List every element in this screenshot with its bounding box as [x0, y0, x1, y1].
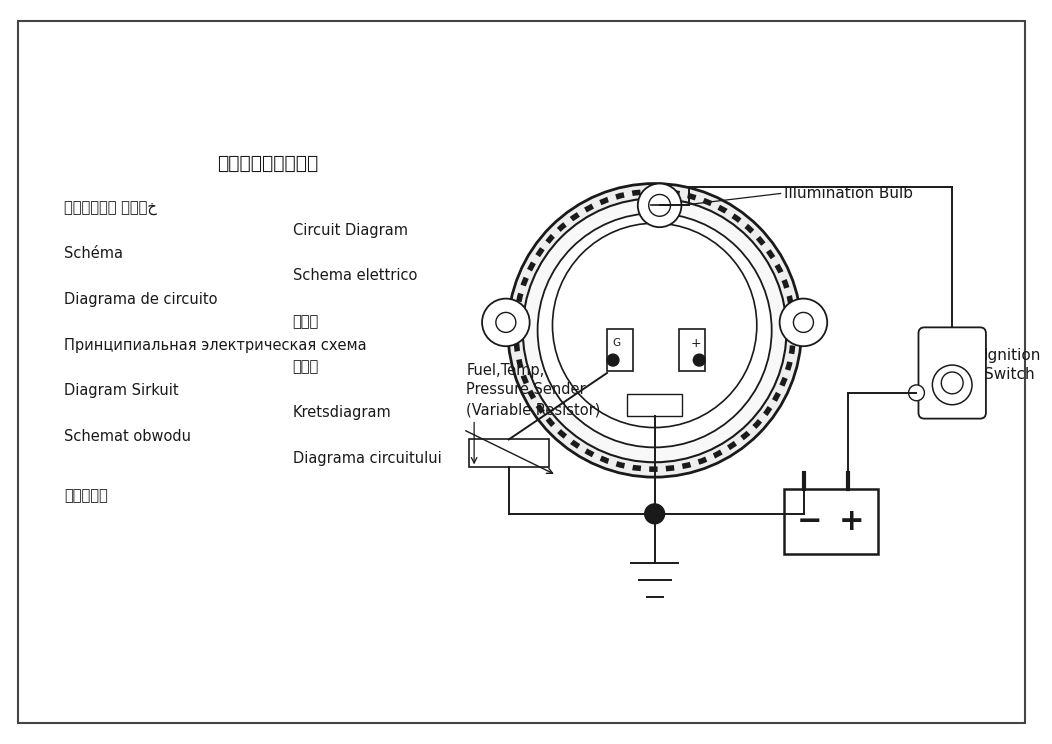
Text: (Variable Resistor): (Variable Resistor): [466, 403, 601, 417]
Text: Schema elettrico: Schema elettrico: [292, 269, 417, 283]
Circle shape: [932, 365, 972, 405]
Circle shape: [495, 312, 515, 333]
Bar: [627, 394, 683, 416]
Text: सरकटचिंटर: सरकटचिंटर: [217, 154, 319, 173]
Text: Switch: Switch: [984, 368, 1034, 382]
Text: −: −: [796, 507, 822, 536]
Bar: [680, 330, 705, 371]
Bar: [784, 489, 877, 554]
Circle shape: [649, 194, 670, 217]
Circle shape: [645, 504, 665, 524]
Circle shape: [793, 312, 813, 333]
Circle shape: [482, 298, 529, 346]
Text: Принципиальная электрическая схема: Принципиальная электрическая схема: [64, 338, 367, 353]
Circle shape: [552, 223, 756, 428]
Text: Illumination Bulb: Illumination Bulb: [784, 186, 912, 201]
Circle shape: [508, 184, 802, 477]
Text: Circuit Diagram: Circuit Diagram: [292, 222, 407, 237]
Circle shape: [780, 298, 827, 346]
Text: 電路原理圖: 電路原理圖: [64, 489, 108, 504]
Circle shape: [909, 385, 925, 401]
Bar: [607, 330, 633, 371]
Text: 회로도: 회로도: [292, 359, 319, 374]
Circle shape: [693, 354, 705, 366]
Text: Diagram Sirkuit: Diagram Sirkuit: [64, 383, 179, 398]
Circle shape: [638, 184, 682, 227]
Text: Fuel,Temp,: Fuel,Temp,: [466, 362, 545, 377]
Circle shape: [538, 214, 772, 447]
Circle shape: [942, 372, 964, 394]
Text: सर्किट आरेخ: सर्किट आरेخ: [64, 201, 158, 216]
Text: Ignition: Ignition: [984, 347, 1041, 362]
Circle shape: [607, 354, 619, 366]
FancyBboxPatch shape: [918, 327, 986, 419]
Circle shape: [523, 199, 787, 462]
Text: Diagrama de circuito: Diagrama de circuito: [64, 292, 218, 307]
Text: Schéma: Schéma: [64, 246, 123, 261]
Text: G: G: [612, 339, 620, 348]
Bar: [469, 440, 548, 467]
Text: Diagrama circuitului: Diagrama circuitului: [292, 451, 442, 466]
Text: Schemat obwodu: Schemat obwodu: [64, 429, 191, 444]
Text: +: +: [691, 337, 702, 350]
Text: 回路図: 回路図: [292, 314, 319, 329]
Text: +: +: [838, 507, 865, 536]
Text: Pressure Sender: Pressure Sender: [466, 382, 586, 397]
Text: Kretsdiagram: Kretsdiagram: [292, 405, 391, 420]
